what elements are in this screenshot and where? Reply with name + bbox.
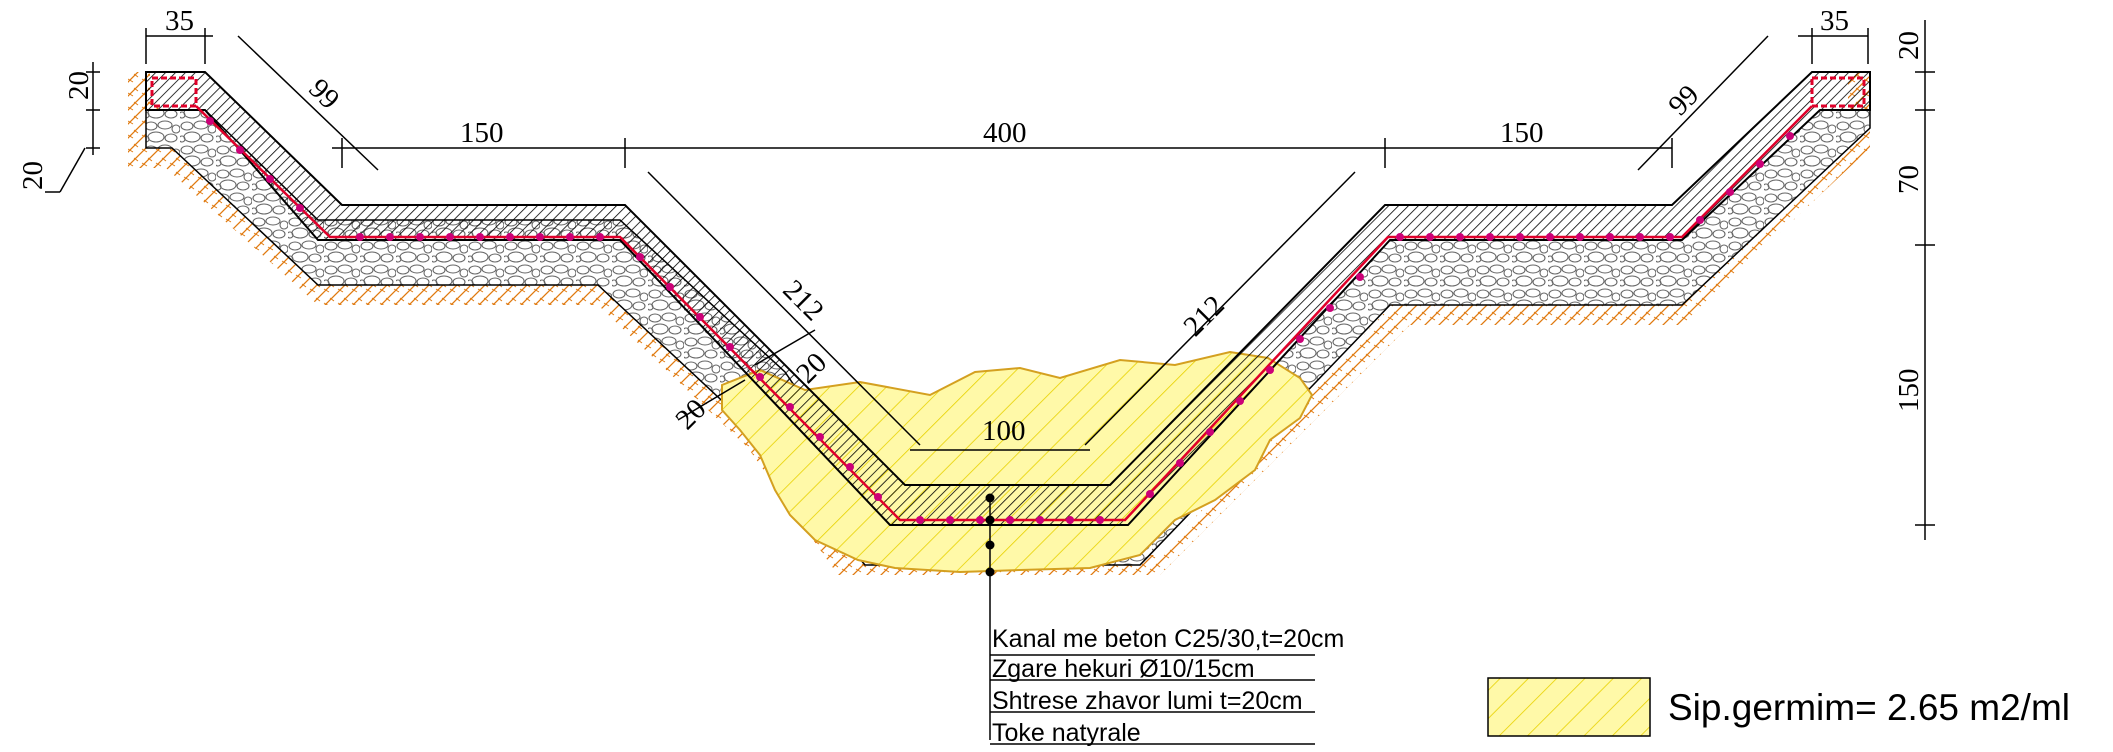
legend-swatch-excavation xyxy=(1487,677,1651,737)
dim-slope-bottom-right: 212 xyxy=(1177,289,1230,342)
dim-thickness-outer-left: 20 xyxy=(17,161,49,190)
dim-top-width-right: 35 xyxy=(1820,5,1849,37)
rebar-mesh xyxy=(195,105,1813,524)
dim-height-lower: 150 xyxy=(1893,369,1925,413)
natural-soil-layer xyxy=(128,72,1870,575)
rebar-cage-left xyxy=(150,76,198,108)
dim-slope-bottom-left: 212 xyxy=(777,274,830,327)
excavation-area xyxy=(721,350,1314,574)
dim-bench-left: 150 xyxy=(460,117,504,149)
dimension-lines xyxy=(45,20,1935,745)
dim-slope-top-right: 99 xyxy=(1662,79,1705,122)
dim-bench-right: 150 xyxy=(1500,117,1544,149)
dim-overall-width: 400 xyxy=(983,117,1027,149)
rebar-cage-right xyxy=(1810,76,1866,108)
dim-slope-top-left: 99 xyxy=(302,73,345,116)
dim-bottom-width: 100 xyxy=(982,415,1026,447)
layer-label-concrete: Kanal me beton C25/30,t=20cm xyxy=(992,625,1344,653)
legend: Sip.germim= 2.65 m2/ml xyxy=(1487,677,2070,737)
layer-label-soil: Toke natyrale xyxy=(992,719,1141,747)
layer-label-gravel: Shtrese zhavor lumi t=20cm xyxy=(992,687,1303,715)
dim-thickness-top-left: 20 xyxy=(63,71,95,100)
leader-dots xyxy=(985,493,995,577)
dim-height-top: 20 xyxy=(1893,31,1925,60)
dim-top-width-left: 35 xyxy=(165,5,194,37)
legend-label: Sip.germim= 2.65 m2/ml xyxy=(1668,687,2070,728)
layer-label-rebar: Zgare hekuri Ø10/15cm xyxy=(992,655,1255,683)
dim-height-upper: 70 xyxy=(1893,165,1925,194)
